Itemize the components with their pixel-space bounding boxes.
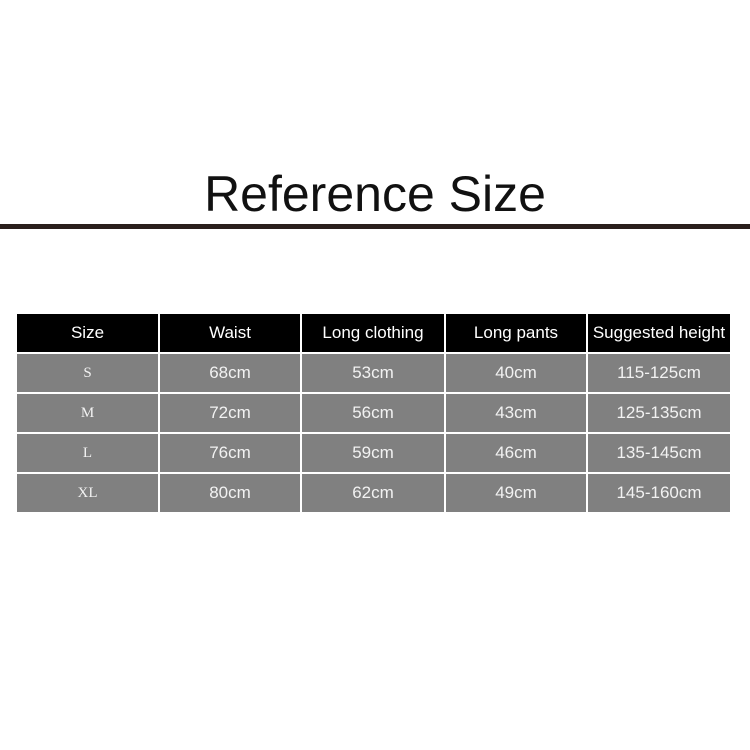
cell-suggested-height: 125-135cm xyxy=(588,394,730,432)
table-row: M 72cm 56cm 43cm 125-135cm xyxy=(17,394,730,432)
size-table: Size Waist Long clothing Long pants Sugg… xyxy=(15,312,732,514)
cell-waist: 72cm xyxy=(160,394,300,432)
table-row: XL 80cm 62cm 49cm 145-160cm xyxy=(17,474,730,512)
cell-suggested-height: 115-125cm xyxy=(588,354,730,392)
title-divider xyxy=(0,224,750,229)
cell-waist: 80cm xyxy=(160,474,300,512)
cell-size: XL xyxy=(17,474,158,512)
cell-long-pants: 49cm xyxy=(446,474,586,512)
cell-waist: 76cm xyxy=(160,434,300,472)
cell-long-pants: 46cm xyxy=(446,434,586,472)
cell-size: M xyxy=(17,394,158,432)
cell-long-clothing: 53cm xyxy=(302,354,444,392)
header-long-pants: Long pants xyxy=(446,314,586,352)
cell-long-clothing: 59cm xyxy=(302,434,444,472)
table-row: L 76cm 59cm 46cm 135-145cm xyxy=(17,434,730,472)
header-waist: Waist xyxy=(160,314,300,352)
header-suggested-height: Suggested height xyxy=(588,314,730,352)
table-row: S 68cm 53cm 40cm 115-125cm xyxy=(17,354,730,392)
header-size: Size xyxy=(17,314,158,352)
cell-suggested-height: 145-160cm xyxy=(588,474,730,512)
cell-size: S xyxy=(17,354,158,392)
cell-size: L xyxy=(17,434,158,472)
cell-long-pants: 43cm xyxy=(446,394,586,432)
page-title: Reference Size xyxy=(204,166,546,222)
header-long-clothing: Long clothing xyxy=(302,314,444,352)
cell-long-clothing: 56cm xyxy=(302,394,444,432)
table-header-row: Size Waist Long clothing Long pants Sugg… xyxy=(17,314,730,352)
cell-long-pants: 40cm xyxy=(446,354,586,392)
cell-long-clothing: 62cm xyxy=(302,474,444,512)
cell-suggested-height: 135-145cm xyxy=(588,434,730,472)
cell-waist: 68cm xyxy=(160,354,300,392)
